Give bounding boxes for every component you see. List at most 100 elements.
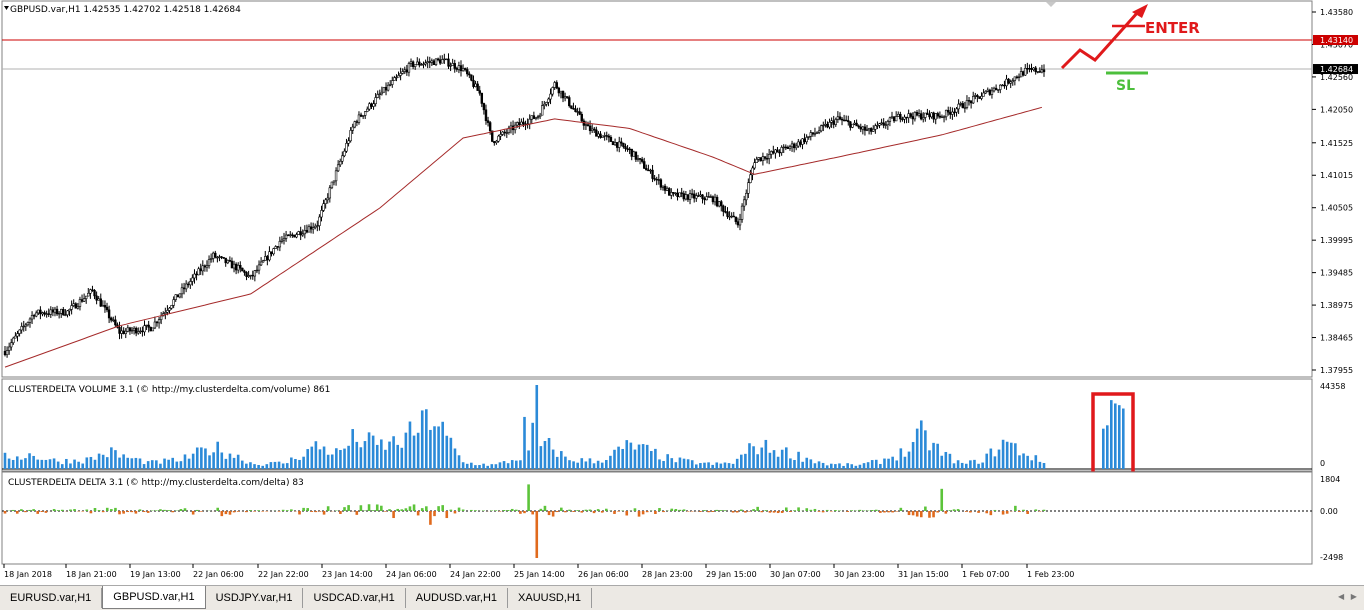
volume-bar (228, 453, 232, 469)
delta-bar-negative (744, 511, 747, 513)
candle-body (963, 107, 967, 109)
volume-bar (81, 463, 85, 469)
delta-bar-positive (420, 508, 424, 511)
volume-bar (560, 451, 563, 469)
volume-bar (7, 458, 11, 469)
tab-usdcad[interactable]: USDCAD.var,H1 (303, 588, 406, 608)
candle-body (867, 128, 871, 131)
candle-body (580, 113, 583, 122)
delta-bar-negative (253, 511, 256, 512)
volume-bar (502, 461, 506, 469)
volume-bar (498, 462, 502, 469)
candle-body (772, 151, 775, 154)
candle-body (1019, 71, 1023, 78)
volume-bar (891, 456, 894, 469)
candle-body (93, 290, 96, 297)
candle-body (345, 143, 348, 152)
candle-body (295, 234, 298, 238)
candle-body (886, 121, 890, 126)
tab-xauusd[interactable]: XAUUSD,H1 (508, 588, 592, 608)
candle-body (711, 196, 715, 203)
candle-body (565, 96, 569, 98)
candle-body (151, 327, 155, 332)
volume-bar (519, 460, 522, 469)
delta-bar-negative (936, 511, 939, 513)
candle-body (947, 109, 950, 113)
candle-body (1009, 81, 1012, 84)
volume-bar (396, 444, 399, 469)
tab-gbpusd[interactable]: GBPUSD.var,H1 (102, 586, 206, 609)
delta-bar-positive (797, 507, 800, 511)
delta-bar-positive (404, 508, 408, 511)
volume-bar (760, 447, 764, 469)
candle-body (457, 65, 461, 70)
candle-body (853, 122, 856, 125)
candle-body (328, 187, 332, 199)
candle-body (503, 131, 506, 134)
delta-bar-positive (388, 509, 391, 511)
volume-bar (572, 461, 575, 469)
volume-bar (388, 441, 391, 469)
volume-bar (408, 421, 412, 469)
tab-audusd[interactable]: AUDUSD.var,H1 (406, 588, 509, 608)
symbol-tabs: EURUSD.var,H1 GBPUSD.var,H1 USDJPY.var,H… (0, 586, 592, 610)
volume-bar (461, 462, 465, 469)
candle-body (37, 309, 40, 314)
candle-body (1007, 78, 1010, 84)
delta-bar-positive (343, 507, 346, 511)
delta-bar-positive (32, 509, 35, 511)
tab-usdjpy[interactable]: USDJPY.var,H1 (206, 588, 304, 608)
volume-bar (829, 463, 833, 469)
volume-bar (3, 452, 7, 469)
candle-body (878, 123, 881, 126)
candle-body (620, 141, 623, 144)
volume-bar (956, 460, 960, 469)
candle-body (386, 84, 390, 91)
volume-bar (764, 439, 768, 469)
candle-body (1011, 80, 1014, 83)
enter-label: ENTER (1145, 19, 1200, 37)
delta-bar-negative (245, 511, 248, 513)
candle-body (784, 146, 788, 149)
candle-body (561, 90, 565, 99)
candle-body (967, 100, 971, 102)
volume-bar (936, 443, 939, 469)
tab-eurusd[interactable]: EURUSD.var,H1 (0, 588, 103, 608)
candle-body (447, 58, 450, 67)
delta-tick-label: 1804 (1320, 475, 1340, 484)
volume-bar (437, 426, 440, 469)
delta-bar-positive (527, 484, 530, 511)
volume-bar (780, 449, 784, 469)
volume-bar (850, 464, 854, 469)
candle-body (747, 182, 750, 194)
delta-bar-positive (367, 504, 371, 511)
shift-marker-icon[interactable] (1046, 2, 1056, 7)
delta-bar-negative (40, 511, 44, 512)
candle-body (828, 122, 831, 128)
candle-body (372, 103, 375, 107)
delta-pane[interactable] (1, 471, 1313, 565)
candle-body (609, 136, 613, 142)
candle-body (753, 162, 756, 169)
candle-body (499, 134, 502, 137)
delta-bar-negative (531, 511, 534, 515)
price-pane[interactable] (1, 0, 1313, 378)
volume-bar (793, 459, 796, 469)
delta-bar-negative (200, 511, 203, 512)
dropdown-triangle-icon[interactable] (4, 6, 9, 10)
volume-bar (294, 458, 297, 469)
volume-bar (339, 449, 342, 469)
volume-bar (903, 456, 907, 469)
delta-bar-negative (985, 511, 989, 514)
volume-bar (588, 458, 592, 469)
tab-scroll-arrows-icon[interactable]: ◀ ▶ (1338, 592, 1359, 601)
delta-bar-positive (155, 510, 158, 511)
delta-bar-positive (576, 510, 579, 511)
delta-bar-positive (249, 510, 252, 511)
candle-body (697, 195, 700, 197)
volume-bar (474, 465, 477, 469)
candle-body (49, 309, 53, 315)
volume-bar (347, 445, 350, 469)
delta-bar-negative (171, 511, 175, 513)
candle-body (157, 319, 161, 324)
